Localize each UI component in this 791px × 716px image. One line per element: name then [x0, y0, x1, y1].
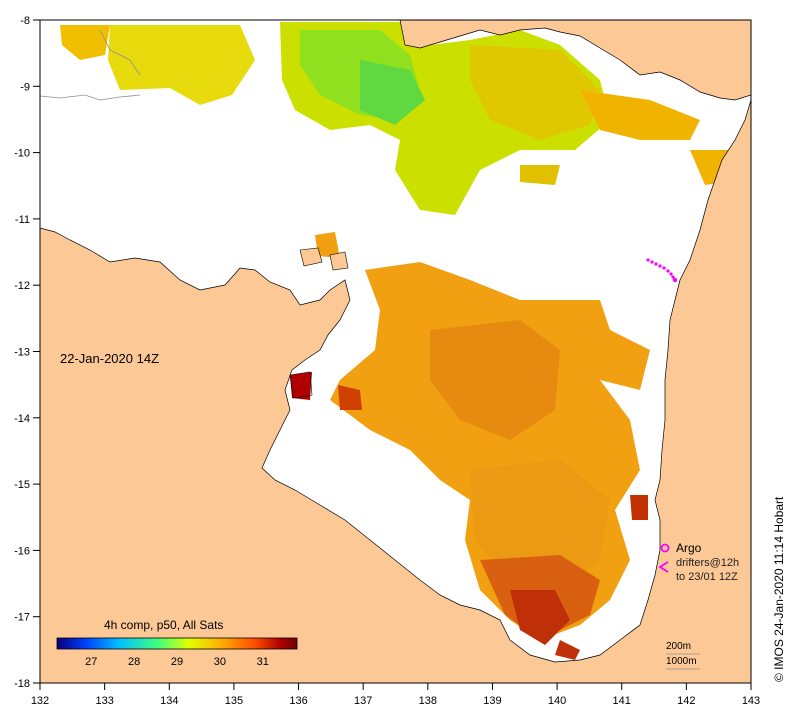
- y-tick-label: -14: [14, 413, 30, 425]
- y-tick-label: -8: [20, 15, 30, 27]
- x-tick-label: 137: [354, 695, 372, 707]
- credit-label: © IMOS 24-Jan-2020 11:14 Hobart: [772, 496, 786, 682]
- colorbar-tick-label: 30: [213, 656, 226, 668]
- legend-depth-200: 200m: [666, 641, 692, 652]
- legend-date-range: to 23/01 12Z: [676, 571, 738, 583]
- x-axis: 132 133 134 135 136 137 138 139 140 141 142 143: [31, 683, 760, 707]
- y-tick-label: -9: [20, 81, 30, 93]
- y-tick-label: -16: [14, 545, 30, 557]
- composite-label: 4h comp, p50, All Sats: [104, 618, 224, 632]
- colorbar-tick-label: 28: [128, 656, 141, 668]
- x-tick-label: 136: [289, 695, 307, 707]
- y-tick-label: -13: [14, 347, 30, 359]
- sst-data-layer: [60, 22, 745, 660]
- y-tick-label: -15: [14, 479, 30, 491]
- legend-argo-label: Argo: [676, 541, 702, 555]
- y-tick-label: -12: [14, 280, 30, 292]
- colorbar-tick-label: 27: [85, 656, 98, 668]
- colorbar-tick-label: 29: [170, 656, 184, 668]
- drifter-track: [646, 258, 678, 283]
- y-tick-label: -11: [15, 214, 30, 226]
- date-label: 22-Jan-2020 14Z: [60, 351, 160, 366]
- y-tick-label: -17: [14, 612, 30, 624]
- colorbar: [56, 637, 298, 650]
- y-tick-label: -18: [14, 678, 30, 690]
- drifter-arrow-icon: [658, 561, 669, 573]
- x-tick-label: 135: [225, 695, 243, 707]
- x-tick-label: 141: [613, 695, 631, 707]
- x-tick-label: 143: [742, 695, 760, 707]
- legend-depth-1000: 1000m: [666, 656, 697, 667]
- x-tick-label: 138: [419, 695, 437, 707]
- y-axis: -8 -9 -10 -11 -12 -13 -14 -15 -16 -17 -18: [14, 15, 40, 690]
- x-tick-label: 133: [95, 695, 113, 707]
- x-tick-label: 134: [160, 695, 178, 707]
- x-tick-label: 132: [31, 695, 49, 707]
- land-layer: [40, 20, 751, 683]
- x-tick-label: 139: [483, 695, 501, 707]
- legend-drifters-label: drifters@12h: [676, 557, 740, 569]
- y-tick-label: -10: [14, 148, 30, 160]
- x-tick-label: 142: [677, 695, 695, 707]
- x-tick-label: 140: [548, 695, 566, 707]
- argo-marker-icon: [660, 543, 670, 553]
- colorbar-tick-label: 31: [256, 656, 269, 668]
